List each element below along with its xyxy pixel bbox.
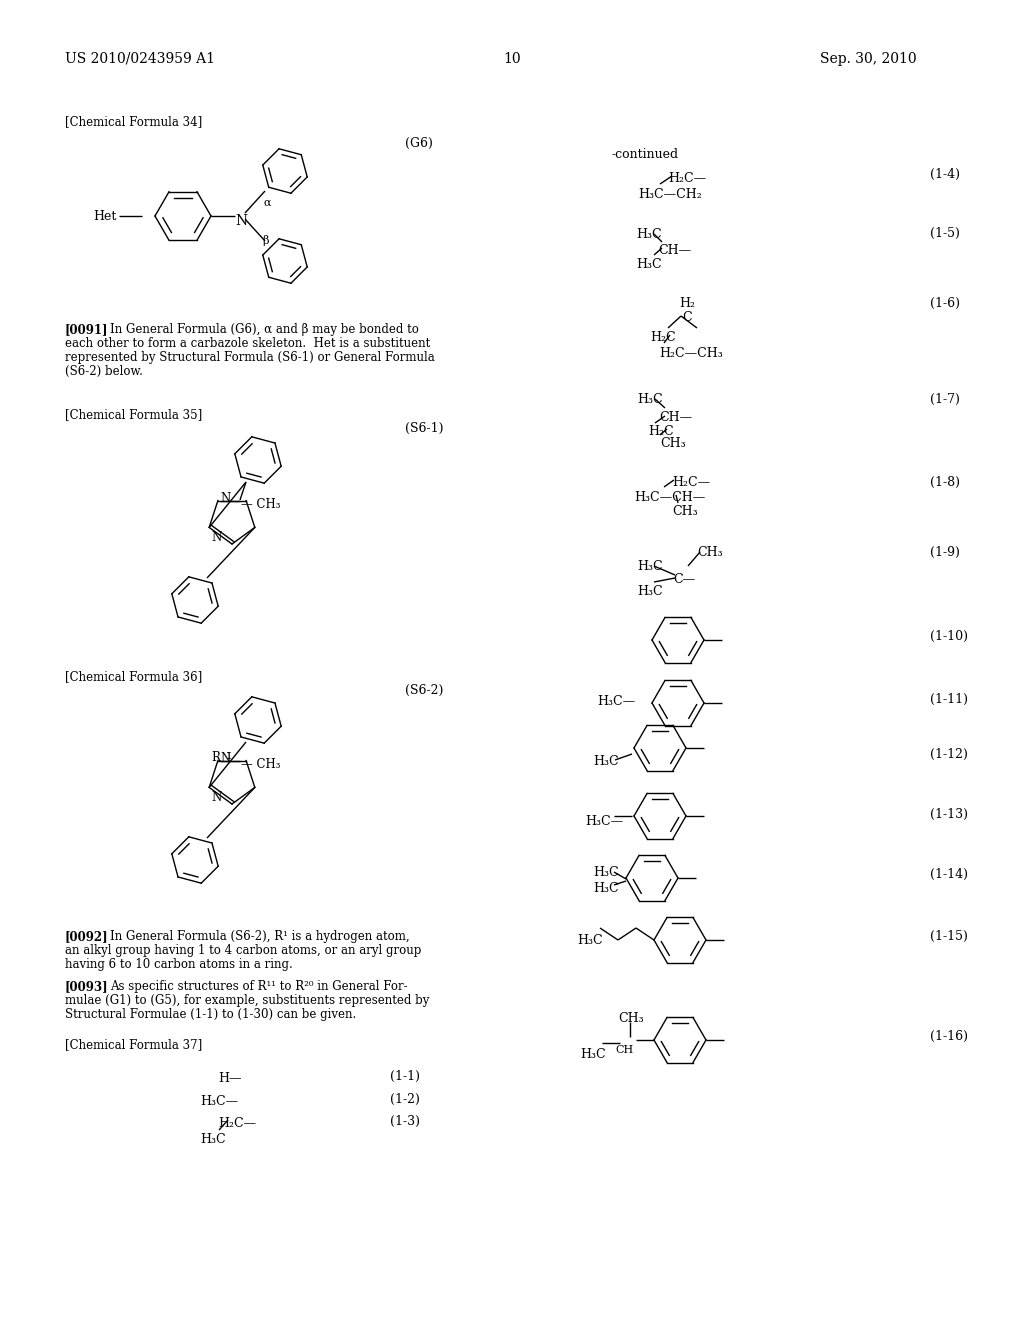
Text: CH₃: CH₃ <box>660 437 686 450</box>
Text: H₃C: H₃C <box>637 585 663 598</box>
Text: CH₃: CH₃ <box>618 1012 644 1026</box>
Text: H₃C: H₃C <box>200 1133 225 1146</box>
Text: N: N <box>221 752 231 766</box>
Text: H₃C: H₃C <box>637 560 663 573</box>
Text: H₃C: H₃C <box>637 393 663 407</box>
Text: H₃C—: H₃C— <box>597 696 635 708</box>
Text: C: C <box>682 312 691 323</box>
Text: (1-2): (1-2) <box>390 1093 420 1106</box>
Text: (1-14): (1-14) <box>930 869 968 880</box>
Text: [0093]: [0093] <box>65 979 109 993</box>
Text: Het: Het <box>93 210 117 223</box>
Text: (1-7): (1-7) <box>930 393 959 407</box>
Text: (1-9): (1-9) <box>930 546 959 558</box>
Text: 10: 10 <box>503 51 521 66</box>
Text: H₃C: H₃C <box>593 755 618 768</box>
Text: As specific structures of R¹¹ to R²⁰ in General For-: As specific structures of R¹¹ to R²⁰ in … <box>110 979 408 993</box>
Text: (1-12): (1-12) <box>930 748 968 762</box>
Text: CH₃: CH₃ <box>672 506 697 517</box>
Text: (1-13): (1-13) <box>930 808 968 821</box>
Text: [0092]: [0092] <box>65 931 109 942</box>
Text: H—: H— <box>218 1072 242 1085</box>
Text: -continued: -continued <box>612 148 679 161</box>
Text: Structural Formulae (1-1) to (1-30) can be given.: Structural Formulae (1-1) to (1-30) can … <box>65 1008 356 1020</box>
Text: (1-15): (1-15) <box>930 931 968 942</box>
Text: each other to form a carbazole skeleton.  Het is a substituent: each other to form a carbazole skeleton.… <box>65 337 430 350</box>
Text: (S6-1): (S6-1) <box>406 422 443 436</box>
Text: H₂: H₂ <box>679 297 695 310</box>
Text: H₂C: H₂C <box>650 331 676 345</box>
Text: H₃C—: H₃C— <box>200 1096 239 1107</box>
Text: H₃C: H₃C <box>577 935 603 946</box>
Text: — CH₃: — CH₃ <box>241 758 281 771</box>
Text: H₃C—: H₃C— <box>585 814 624 828</box>
Text: C—: C— <box>673 573 695 586</box>
Text: (S6-2): (S6-2) <box>406 684 443 697</box>
Text: (1-10): (1-10) <box>930 630 968 643</box>
Text: (G6): (G6) <box>406 137 433 150</box>
Text: [Chemical Formula 35]: [Chemical Formula 35] <box>65 408 203 421</box>
Text: H₂C: H₂C <box>648 425 674 438</box>
Text: [0091]: [0091] <box>65 323 109 337</box>
Text: N: N <box>221 492 231 506</box>
Text: Sep. 30, 2010: Sep. 30, 2010 <box>820 51 916 66</box>
Text: N: N <box>234 214 247 228</box>
Text: (1-1): (1-1) <box>390 1071 420 1082</box>
Text: H₃C: H₃C <box>593 882 618 895</box>
Text: (S6-2) below.: (S6-2) below. <box>65 366 143 378</box>
Text: H₃C: H₃C <box>636 257 662 271</box>
Text: R: R <box>211 751 220 764</box>
Text: In General Formula (S6-2), R¹ is a hydrogen atom,: In General Formula (S6-2), R¹ is a hydro… <box>110 931 410 942</box>
Text: CH—: CH— <box>659 411 692 424</box>
Text: (1-5): (1-5) <box>930 227 959 240</box>
Text: — CH₃: — CH₃ <box>241 498 281 511</box>
Text: 1: 1 <box>226 751 231 760</box>
Text: (1-6): (1-6) <box>930 297 961 310</box>
Text: CH₃: CH₃ <box>697 546 723 558</box>
Text: (1-11): (1-11) <box>930 693 968 706</box>
Text: (1-16): (1-16) <box>930 1030 968 1043</box>
Text: N: N <box>211 792 221 804</box>
Text: mulae (G1) to (G5), for example, substituents represented by: mulae (G1) to (G5), for example, substit… <box>65 994 429 1007</box>
Text: H₂C—CH₃: H₂C—CH₃ <box>659 347 723 360</box>
Text: N: N <box>211 532 221 544</box>
Text: H₂C—: H₂C— <box>218 1117 256 1130</box>
Text: having 6 to 10 carbon atoms in a ring.: having 6 to 10 carbon atoms in a ring. <box>65 958 293 972</box>
Text: H₃C: H₃C <box>580 1048 605 1061</box>
Text: CH—: CH— <box>658 244 691 257</box>
Text: (1-3): (1-3) <box>390 1115 420 1129</box>
Text: CH: CH <box>614 1045 633 1055</box>
Text: US 2010/0243959 A1: US 2010/0243959 A1 <box>65 51 215 66</box>
Text: H₃C: H₃C <box>636 228 662 242</box>
Text: [Chemical Formula 34]: [Chemical Formula 34] <box>65 115 203 128</box>
Text: (1-4): (1-4) <box>930 168 961 181</box>
Text: an alkyl group having 1 to 4 carbon atoms, or an aryl group: an alkyl group having 1 to 4 carbon atom… <box>65 944 421 957</box>
Text: β: β <box>262 235 268 246</box>
Text: H₃C—CH₂: H₃C—CH₂ <box>638 187 701 201</box>
Text: represented by Structural Formula (S6-1) or General Formula: represented by Structural Formula (S6-1)… <box>65 351 435 364</box>
Text: [Chemical Formula 36]: [Chemical Formula 36] <box>65 671 203 682</box>
Text: H₂C—: H₂C— <box>668 172 707 185</box>
Text: H₃C—CH—: H₃C—CH— <box>634 491 706 504</box>
Text: In General Formula (G6), α and β may be bonded to: In General Formula (G6), α and β may be … <box>110 323 419 337</box>
Text: α: α <box>264 198 271 209</box>
Text: H₃C: H₃C <box>593 866 618 879</box>
Text: (1-8): (1-8) <box>930 477 961 488</box>
Text: H₂C—: H₂C— <box>672 477 710 488</box>
Text: [Chemical Formula 37]: [Chemical Formula 37] <box>65 1038 203 1051</box>
